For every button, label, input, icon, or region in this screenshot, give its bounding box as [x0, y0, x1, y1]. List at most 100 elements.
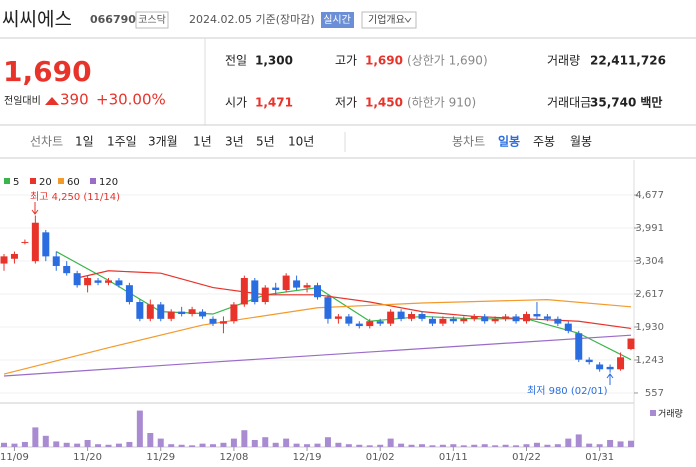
candle-body: [251, 280, 259, 303]
candle-body: [502, 316, 510, 319]
volume-bar: [565, 438, 572, 447]
y-tick-label: 1,243: [635, 355, 664, 366]
x-tick-label: 01/11: [439, 452, 468, 463]
candle-body: [564, 323, 572, 331]
volume-bar: [429, 445, 436, 447]
candle-body: [136, 302, 144, 319]
stat-value: 1,450: [365, 96, 403, 110]
y-tick-label: 1,930: [635, 322, 664, 333]
volume-bar: [262, 437, 269, 447]
stat-note: (상한가 1,690): [407, 54, 488, 68]
candle-body: [84, 277, 92, 286]
stat-label: 전일: [225, 54, 247, 68]
realtime[interactable]: 실시간: [323, 14, 351, 26]
volume-label: 거래량: [658, 408, 683, 420]
candle-body: [303, 285, 311, 288]
volume-bar: [220, 442, 227, 447]
candle-tab[interactable]: 주봉: [533, 135, 555, 149]
volume-bar: [115, 443, 122, 447]
volume-bar: [210, 444, 216, 447]
company-info-box[interactable]: [361, 11, 417, 29]
volume-bar: [617, 441, 624, 447]
volume-bar: [387, 438, 394, 447]
volume-bar: [586, 443, 593, 447]
candle-body: [376, 321, 384, 324]
candle-body: [115, 280, 123, 286]
candle-body: [439, 318, 447, 324]
period-tab[interactable]: 10년: [288, 135, 314, 149]
candle-body: [282, 275, 290, 291]
candle-body: [418, 314, 426, 319]
volume-bar: [419, 444, 425, 447]
candle-body: [293, 280, 301, 288]
candle-body: [324, 297, 332, 319]
x-tick-label: 11/09: [0, 452, 29, 463]
volume-bar: [272, 442, 279, 447]
realtime-box[interactable]: [321, 12, 354, 28]
ma-line: [3, 299, 632, 375]
legend-swatch: [30, 178, 36, 184]
stat-value: 22,411,726: [590, 54, 666, 68]
y-tick-label: 557: [645, 388, 664, 399]
volume-bar: [95, 444, 102, 447]
volume-bar: [189, 445, 196, 447]
candle-body: [397, 311, 405, 319]
x-tick-label: 12/19: [293, 452, 322, 463]
volume-bar: [1, 442, 7, 447]
volume-bar: [366, 445, 373, 447]
x-tick-label: 01/31: [585, 452, 614, 463]
volume-bar: [42, 435, 49, 447]
legend-swatch: [4, 178, 10, 184]
period-tab[interactable]: 1년: [193, 135, 212, 149]
y-tick-label: 3,991: [635, 223, 664, 234]
volume-bar: [356, 444, 363, 447]
volume-bar: [345, 444, 352, 447]
market: 코스닥: [138, 14, 166, 26]
y-tick-label: 2,617: [635, 289, 664, 300]
volume-bar: [481, 444, 488, 447]
period-tab[interactable]: 3개월: [148, 135, 178, 149]
stat-label: 고가: [335, 54, 357, 68]
candle-body: [533, 314, 541, 317]
y-tick-label: 3,304: [635, 256, 664, 267]
candle-body: [449, 318, 457, 322]
date: 2024.02.05 기준(장마감): [189, 13, 315, 26]
period-tab[interactable]: 1일: [75, 135, 94, 149]
period-tab[interactable]: 1주일: [107, 135, 137, 149]
stock-name: 씨씨에스: [2, 9, 72, 31]
tab[interactable]: 선차트: [30, 135, 63, 149]
volume-bar: [439, 444, 446, 447]
volume-bar: [575, 434, 582, 447]
candle-body: [230, 304, 238, 322]
candle-tab[interactable]: 월봉: [570, 135, 592, 149]
change: 390: [60, 91, 89, 109]
candle-body: [157, 304, 165, 319]
volume-bar: [596, 444, 603, 447]
candle-body: [470, 316, 478, 319]
volume-bar: [304, 444, 311, 447]
stat-note: (하한가 910): [407, 96, 476, 110]
volume-bar: [178, 444, 185, 447]
volume-bar: [84, 440, 91, 447]
market-box: [135, 11, 169, 29]
volume-bar: [628, 440, 634, 447]
candle-body: [617, 357, 625, 370]
candle-tab[interactable]: 일봉: [498, 135, 520, 149]
candle-body: [387, 311, 395, 324]
volume-bar: [460, 445, 467, 447]
company-info[interactable]: 기업개요: [368, 13, 405, 26]
candle-body: [575, 333, 583, 360]
volume-bar: [53, 441, 60, 447]
tab[interactable]: 봉차트: [452, 135, 485, 149]
legend-swatch: [90, 178, 96, 184]
period-tab[interactable]: 3년: [225, 135, 244, 149]
candle-body: [73, 273, 81, 286]
stat-value: 35,740: [590, 96, 636, 110]
volume-bar: [283, 438, 290, 447]
candle-body: [178, 311, 186, 315]
candle-body: [355, 323, 363, 327]
candle-body: [52, 256, 60, 266]
stat-label: 저가: [335, 96, 357, 110]
candle-body: [209, 318, 217, 324]
period-tab[interactable]: 5년: [256, 135, 275, 149]
